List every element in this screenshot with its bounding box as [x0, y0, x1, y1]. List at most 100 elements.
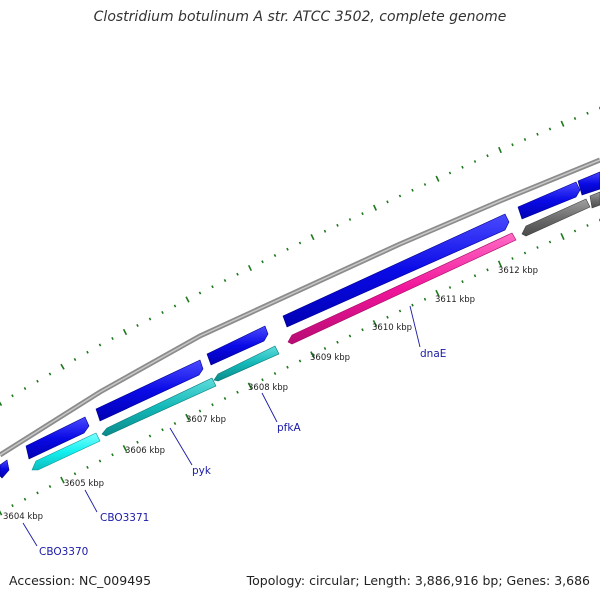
tick-mark	[111, 337, 114, 340]
tick-mark	[310, 234, 315, 241]
kbp-label: 3605 kbp	[64, 479, 104, 489]
leader-line-cbo3370	[22, 522, 38, 547]
leader-line-pyk	[169, 427, 193, 466]
tick-mark	[386, 315, 389, 319]
tick-mark	[148, 317, 152, 321]
leader-line-pfka	[261, 392, 278, 423]
tick-mark	[323, 229, 327, 233]
reverse-gene[interactable]	[521, 198, 591, 237]
tick-mark	[448, 286, 452, 289]
tick-mark	[273, 372, 277, 375]
accession-label: Accession: NC_009495	[9, 573, 152, 588]
tick-mark	[486, 154, 489, 158]
tick-mark	[161, 311, 164, 314]
tick-mark	[411, 188, 414, 192]
tick-mark	[473, 160, 477, 163]
tick-mark	[298, 241, 302, 245]
reverse-gene-cbo3371[interactable]	[31, 432, 101, 471]
tick-mark	[236, 390, 239, 394]
tick-mark	[98, 459, 102, 463]
tick-mark	[48, 485, 52, 488]
gene-label-dnae[interactable]: dnaE	[420, 348, 446, 360]
kbp-labels: 3604 kbp 3605 kbp 3606 kbp 3607 kbp 3608…	[3, 266, 538, 522]
tick-mark	[261, 378, 264, 382]
tick-mark	[36, 491, 39, 495]
tick-mark	[36, 379, 39, 383]
topology-label: Topology: circular; Length: 3,886,916 bp…	[246, 573, 590, 588]
tick-mark	[0, 401, 3, 406]
gene-label-pfka[interactable]: pfkA	[277, 422, 301, 434]
forward-gene[interactable]	[95, 359, 204, 422]
tick-mark	[461, 280, 464, 284]
forward-gene[interactable]	[0, 459, 10, 479]
tick-mark	[23, 387, 27, 390]
tick-mark	[372, 204, 378, 211]
tick-mark	[398, 309, 402, 313]
tick-mark	[486, 268, 489, 272]
reverse-gene-pfka[interactable]	[213, 345, 280, 382]
forward-gene[interactable]	[25, 416, 90, 460]
tick-mark	[148, 434, 152, 438]
tick-mark	[198, 409, 202, 413]
reverse-gene-dnae[interactable]	[287, 232, 517, 345]
reverse-gene[interactable]	[589, 191, 600, 209]
gene-label-pyk[interactable]: pyk	[192, 465, 212, 477]
tick-mark	[247, 264, 253, 272]
tick-mark	[60, 363, 65, 370]
tick-mark	[423, 183, 427, 186]
tick-mark	[323, 347, 327, 350]
inner-tick-ring	[0, 218, 600, 516]
tick-mark	[48, 372, 52, 376]
tick-mark	[511, 143, 514, 147]
tick-mark	[498, 146, 502, 154]
genome-backbone	[0, 157, 600, 458]
tick-mark	[423, 297, 427, 301]
tick-mark	[286, 247, 289, 251]
tick-mark	[236, 272, 239, 276]
tick-mark	[560, 120, 565, 127]
tick-mark	[11, 504, 14, 508]
tick-mark	[247, 382, 253, 390]
forward-gene[interactable]	[577, 171, 600, 196]
tick-mark	[448, 171, 452, 175]
gene-label-cbo3370[interactable]: CBO3370	[39, 546, 88, 558]
tick-mark	[336, 223, 339, 227]
tick-mark	[173, 304, 177, 308]
tick-mark	[211, 403, 214, 407]
forward-gene[interactable]	[517, 181, 581, 220]
tick-mark	[223, 279, 227, 282]
kbp-label: 3608 kbp	[248, 383, 288, 393]
forward-strand-genes	[0, 171, 600, 479]
tick-mark	[536, 132, 539, 136]
tick-mark	[411, 303, 414, 307]
tick-mark	[261, 260, 264, 264]
reverse-gene-pyk[interactable]	[101, 377, 217, 437]
kbp-label: 3611 kbp	[435, 295, 475, 305]
gene-label-leaders	[22, 305, 421, 547]
tick-mark	[73, 358, 77, 361]
tick-mark	[86, 350, 89, 354]
tick-mark	[298, 359, 302, 363]
kbp-label: 3604 kbp	[3, 512, 43, 522]
tick-mark	[348, 218, 352, 221]
tick-mark	[361, 212, 364, 216]
outer-tick-ring	[0, 106, 600, 406]
forward-gene[interactable]	[206, 325, 269, 366]
tick-mark	[348, 334, 352, 338]
forward-gene[interactable]	[282, 213, 510, 328]
reverse-strand-genes	[31, 191, 600, 471]
tick-mark	[497, 260, 503, 268]
tick-mark	[586, 224, 589, 227]
tick-mark	[573, 116, 577, 121]
tick-mark	[273, 254, 277, 257]
tick-mark	[211, 285, 214, 289]
gene-label-cbo3371[interactable]: CBO3371	[100, 512, 149, 524]
tick-mark	[523, 251, 527, 255]
tick-mark	[23, 497, 27, 501]
tick-mark	[73, 472, 77, 476]
tick-mark	[548, 127, 552, 131]
genome-backbone-highlight	[0, 159, 600, 456]
leader-line-dnae	[409, 305, 421, 348]
